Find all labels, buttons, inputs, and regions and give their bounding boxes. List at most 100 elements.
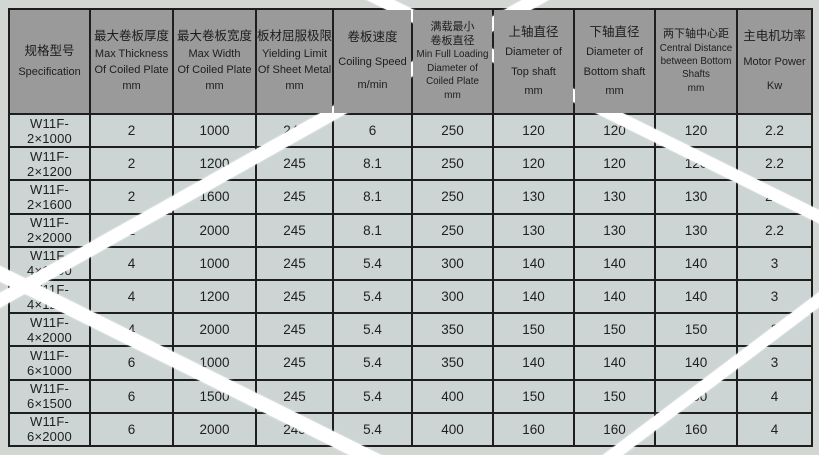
model-cell: W11F-6×2000: [8, 411, 91, 448]
value-cell: 2000: [172, 411, 257, 448]
value-cell: 245: [255, 345, 334, 381]
value-cell: 2.2: [736, 212, 813, 248]
value-cell: 120: [492, 112, 575, 149]
column-header: 板材屈服极限 Yielding Limit Of Sheet Metal mm: [255, 8, 334, 115]
value-cell: 130: [573, 212, 656, 248]
column-header: 两下轴中心距 Central Distance between Bottom Shaf…: [654, 8, 738, 115]
column-header-en: Yielding Limit: [261, 47, 327, 60]
value-cell: 120: [573, 146, 656, 182]
value-cell: 250: [411, 112, 494, 149]
value-cell: 2: [89, 146, 174, 182]
value-cell: 2000: [172, 212, 257, 248]
model-cell: W11F-2×1000: [8, 112, 91, 149]
column-header-unit: mm: [605, 84, 624, 97]
value-cell: 4: [736, 411, 813, 448]
value-cell: 140: [654, 245, 738, 281]
table-row: W11F-6×2000 6 2000 245 5.4 400 160 160 160 4: [8, 411, 813, 448]
value-cell: 3: [736, 245, 813, 281]
value-cell: 245: [255, 179, 334, 215]
value-cell: 245: [255, 146, 334, 182]
column-header-unit: mm: [444, 90, 461, 102]
column-header-en: between Bottom: [660, 55, 732, 67]
header-row: 规格型号 Specification 最大卷板厚度 Max Thickness Of C…: [8, 8, 813, 115]
column-header-en: Specification: [18, 66, 81, 79]
column-header: 卷板速度 Coiling Speed m/min: [332, 8, 413, 115]
value-cell: 5.4: [332, 345, 413, 381]
value-cell: 150: [654, 312, 738, 348]
column-header-en: Of Coiled Plate: [177, 64, 252, 77]
column-header-en: Top shaft: [511, 65, 556, 78]
column-header: 下轴直径 Diameter of Bottom shaft mm: [573, 8, 656, 115]
value-cell: 400: [411, 378, 494, 414]
column-header-en: Diameter of: [586, 46, 643, 59]
value-cell: 140: [654, 278, 738, 315]
column-header-cn: 两下轴中心距: [663, 27, 729, 40]
column-header-en: Max Thickness: [94, 47, 169, 60]
column-header-en: Of Coiled Plate: [94, 64, 169, 77]
value-cell: 120: [492, 146, 575, 182]
value-cell: 245: [255, 312, 334, 348]
column-header-en: Of Sheet Metal: [257, 64, 332, 77]
value-cell: 250: [411, 179, 494, 215]
column-header-cn: 上轴直径: [508, 24, 559, 39]
column-header-cn: 最大卷板厚度: [93, 29, 169, 44]
column-header-cn: 板材屈服极限: [257, 29, 333, 44]
value-cell: 140: [492, 245, 575, 281]
column-header-en: Bottom shaft: [583, 65, 646, 78]
value-cell: 250: [411, 212, 494, 248]
value-cell: 130: [654, 179, 738, 215]
column-header-en: Max Width: [188, 47, 241, 60]
value-cell: 140: [492, 278, 575, 315]
value-cell: 130: [654, 212, 738, 248]
model-cell: W11F-6×1000: [8, 345, 91, 381]
value-cell: 4: [89, 278, 174, 315]
column-header-en: Shafts: [682, 68, 710, 80]
value-cell: 2000: [172, 312, 257, 348]
column-header-en: Motor Power: [743, 56, 806, 69]
specification-table: 规格型号 Specification 最大卷板厚度 Max Thickness Of C…: [8, 8, 813, 448]
column-header-unit: Kw: [766, 80, 783, 93]
value-cell: 130: [492, 179, 575, 215]
model-cell: W11F-2×1600: [8, 179, 91, 215]
column-header: 上轴直径 Diameter of Top shaft mm: [492, 8, 575, 115]
value-cell: 245: [255, 212, 334, 248]
column-header-cn: 卷板速度: [347, 30, 398, 45]
value-cell: 245: [255, 245, 334, 281]
value-cell: 1000: [172, 245, 257, 281]
column-header-cn: 主电机功率: [743, 29, 806, 44]
value-cell: 5.4: [332, 278, 413, 315]
column-header-cn: 最大卷板宽度: [176, 29, 252, 44]
value-cell: 140: [573, 245, 656, 281]
value-cell: 160: [492, 411, 575, 448]
value-cell: 300: [411, 278, 494, 315]
value-cell: 5.4: [332, 245, 413, 281]
model-cell: W11F-2×2000: [8, 212, 91, 248]
value-cell: 350: [411, 312, 494, 348]
column-header-en: Diameter of: [427, 62, 478, 74]
value-cell: 3: [736, 278, 813, 315]
column-header-en: Min Full Loading: [416, 49, 489, 61]
column-header: 最大卷板厚度 Max Thickness Of Coiled Plate mm: [89, 8, 174, 115]
value-cell: 8.1: [332, 212, 413, 248]
value-cell: 250: [411, 146, 494, 182]
value-cell: 2: [89, 112, 174, 149]
value-cell: 400: [411, 411, 494, 448]
column-header: 最大卷板宽度 Max Width Of Coiled Plate mm: [172, 8, 257, 115]
column-header-cn: 满载最小 卷板直径: [430, 20, 475, 47]
value-cell: 8.1: [332, 146, 413, 182]
column-header: 主电机功率 Motor Power Kw: [736, 8, 813, 115]
value-cell: 140: [573, 345, 656, 381]
column-header-cn: 下轴直径: [589, 24, 640, 39]
value-cell: 3: [736, 345, 813, 381]
value-cell: 350: [411, 345, 494, 381]
value-cell: 5.4: [332, 312, 413, 348]
column-header-en: Coiled Plate: [426, 75, 479, 87]
value-cell: 150: [492, 378, 575, 414]
value-cell: 6: [89, 378, 174, 414]
value-cell: 140: [492, 345, 575, 381]
table-header: 规格型号 Specification 最大卷板厚度 Max Thickness Of C…: [8, 8, 813, 115]
